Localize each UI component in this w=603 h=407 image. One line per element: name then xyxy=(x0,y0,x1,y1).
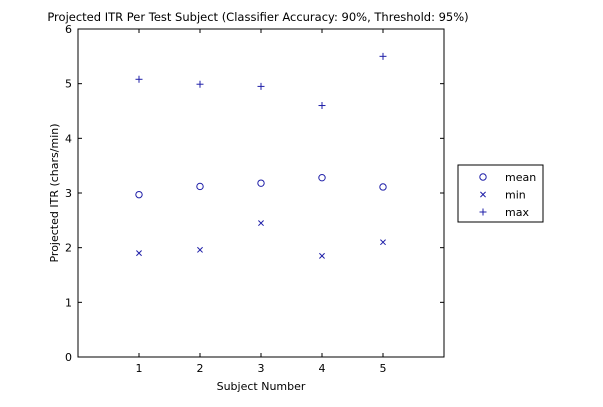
legend-label-max: max xyxy=(505,206,529,219)
legend-marker-mean xyxy=(479,173,487,181)
x-tick-label: 1 xyxy=(136,362,143,375)
point-max xyxy=(379,52,387,60)
y-tick-label: 4 xyxy=(65,132,72,145)
point-min xyxy=(136,250,142,257)
marker-circle xyxy=(135,190,143,199)
y-axis: 0 1 2 3 4 5 6 xyxy=(65,23,444,364)
legend-label-mean: mean xyxy=(505,171,536,184)
marker-circle xyxy=(479,173,487,181)
point-mean xyxy=(196,182,204,191)
point-min xyxy=(380,239,386,246)
x-axis: 1 2 3 4 5 xyxy=(136,29,387,375)
point-max xyxy=(196,80,204,88)
point-max xyxy=(257,82,265,90)
point-min xyxy=(319,252,325,259)
chart-title: Projected ITR Per Test Subject (Classifi… xyxy=(47,10,468,24)
y-tick-label: 1 xyxy=(65,296,72,309)
y-axis-label: Projected ITR (chars/min) xyxy=(48,123,61,262)
legend: mean min max xyxy=(457,164,544,223)
data-points xyxy=(135,52,387,259)
point-max xyxy=(135,75,143,83)
marker-circle xyxy=(318,173,326,182)
point-min xyxy=(197,246,203,253)
marker-stroke xyxy=(258,220,264,227)
marker-stroke xyxy=(480,191,486,198)
point-max xyxy=(318,102,326,110)
marker-circle xyxy=(196,182,204,191)
point-min xyxy=(258,220,264,227)
x-tick-label: 4 xyxy=(319,362,326,375)
legend-marker-min xyxy=(480,191,486,198)
marker-stroke xyxy=(380,239,386,246)
y-tick-label: 6 xyxy=(65,23,72,36)
y-tick-label: 2 xyxy=(65,242,72,255)
legend-marker-max xyxy=(479,208,487,216)
point-mean xyxy=(379,183,387,191)
marker-stroke xyxy=(319,252,325,259)
x-tick-label: 5 xyxy=(380,362,387,375)
y-tick-label: 0 xyxy=(65,351,72,364)
legend-label-min: min xyxy=(505,189,526,202)
y-tick-label: 5 xyxy=(65,78,72,91)
x-axis-label: Subject Number xyxy=(217,380,306,393)
y-tick-label: 3 xyxy=(65,187,72,200)
x-tick-label: 3 xyxy=(258,362,265,375)
plot-area xyxy=(77,28,445,358)
point-mean xyxy=(318,173,326,182)
marker-circle xyxy=(257,179,265,187)
point-mean xyxy=(135,190,143,199)
x-tick-label: 2 xyxy=(197,362,204,375)
marker-stroke xyxy=(136,250,142,257)
legend-box xyxy=(457,164,544,223)
marker-stroke xyxy=(197,246,203,253)
marker-circle xyxy=(379,183,387,191)
point-mean xyxy=(257,179,265,187)
